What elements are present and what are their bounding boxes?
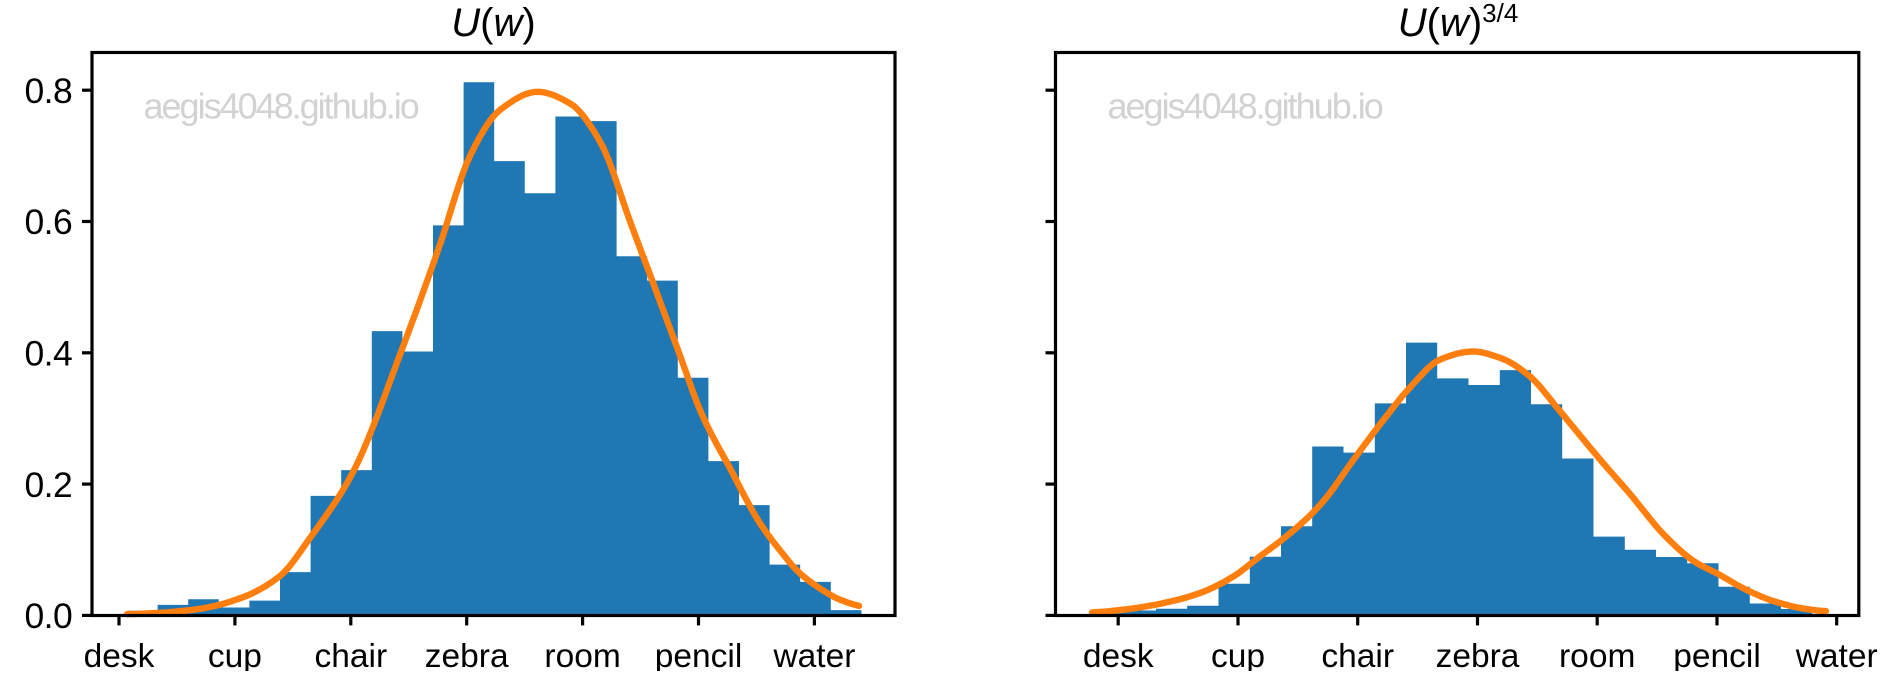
svg-text:chair: chair [314, 638, 387, 671]
svg-text:0.0: 0.0 [24, 596, 72, 636]
svg-text:0.2: 0.2 [24, 465, 72, 505]
svg-text:room: room [1559, 638, 1635, 671]
svg-text:U(w)3/4: U(w)3/4 [1398, 0, 1519, 45]
svg-text:zebra: zebra [425, 638, 509, 671]
svg-text:room: room [544, 638, 620, 671]
svg-text:0.6: 0.6 [24, 202, 72, 242]
svg-text:0.8: 0.8 [24, 71, 72, 111]
svg-text:cup: cup [1211, 638, 1265, 671]
svg-text:aegis4048.github.io: aegis4048.github.io [1108, 85, 1383, 126]
svg-text:cup: cup [208, 638, 262, 671]
svg-text:pencil: pencil [1673, 638, 1761, 671]
svg-text:water: water [772, 638, 855, 671]
svg-text:chair: chair [1321, 638, 1394, 671]
svg-text:pencil: pencil [655, 638, 743, 671]
svg-text:desk: desk [84, 638, 155, 671]
svg-text:aegis4048.github.io: aegis4048.github.io [144, 85, 419, 126]
svg-text:water: water [1795, 638, 1878, 671]
svg-text:U(w): U(w) [451, 1, 535, 45]
svg-text:desk: desk [1083, 638, 1154, 671]
svg-text:0.4: 0.4 [24, 334, 72, 374]
svg-text:zebra: zebra [1436, 638, 1520, 671]
